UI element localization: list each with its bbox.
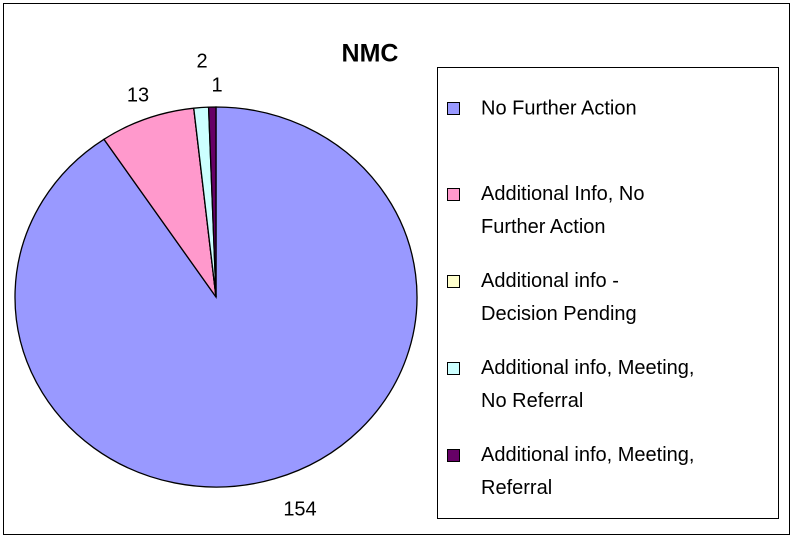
data-label: 2 <box>196 50 207 72</box>
legend-label: Additional info, Meeting, Referral <box>481 444 694 499</box>
pie-slice <box>103 107 217 298</box>
legend-swatch <box>447 188 460 201</box>
legend-swatch <box>447 362 460 375</box>
legend-swatch <box>447 102 460 115</box>
data-label: 154 <box>283 498 316 520</box>
legend-label: Additional info -Decision Pending <box>481 270 637 325</box>
legend-swatch <box>447 449 460 462</box>
legend-label: Additional info, Meeting, No Referral <box>481 357 694 412</box>
legend-box <box>437 67 779 519</box>
data-label: 13 <box>127 84 149 106</box>
data-label: 1 <box>211 74 222 96</box>
pie-slice <box>207 106 217 298</box>
chart-title: NMC <box>342 40 399 68</box>
legend-label: No Further Action <box>481 97 637 119</box>
legend-swatch <box>447 275 460 288</box>
legend-label: Additional Info, No Further Action <box>481 183 644 238</box>
